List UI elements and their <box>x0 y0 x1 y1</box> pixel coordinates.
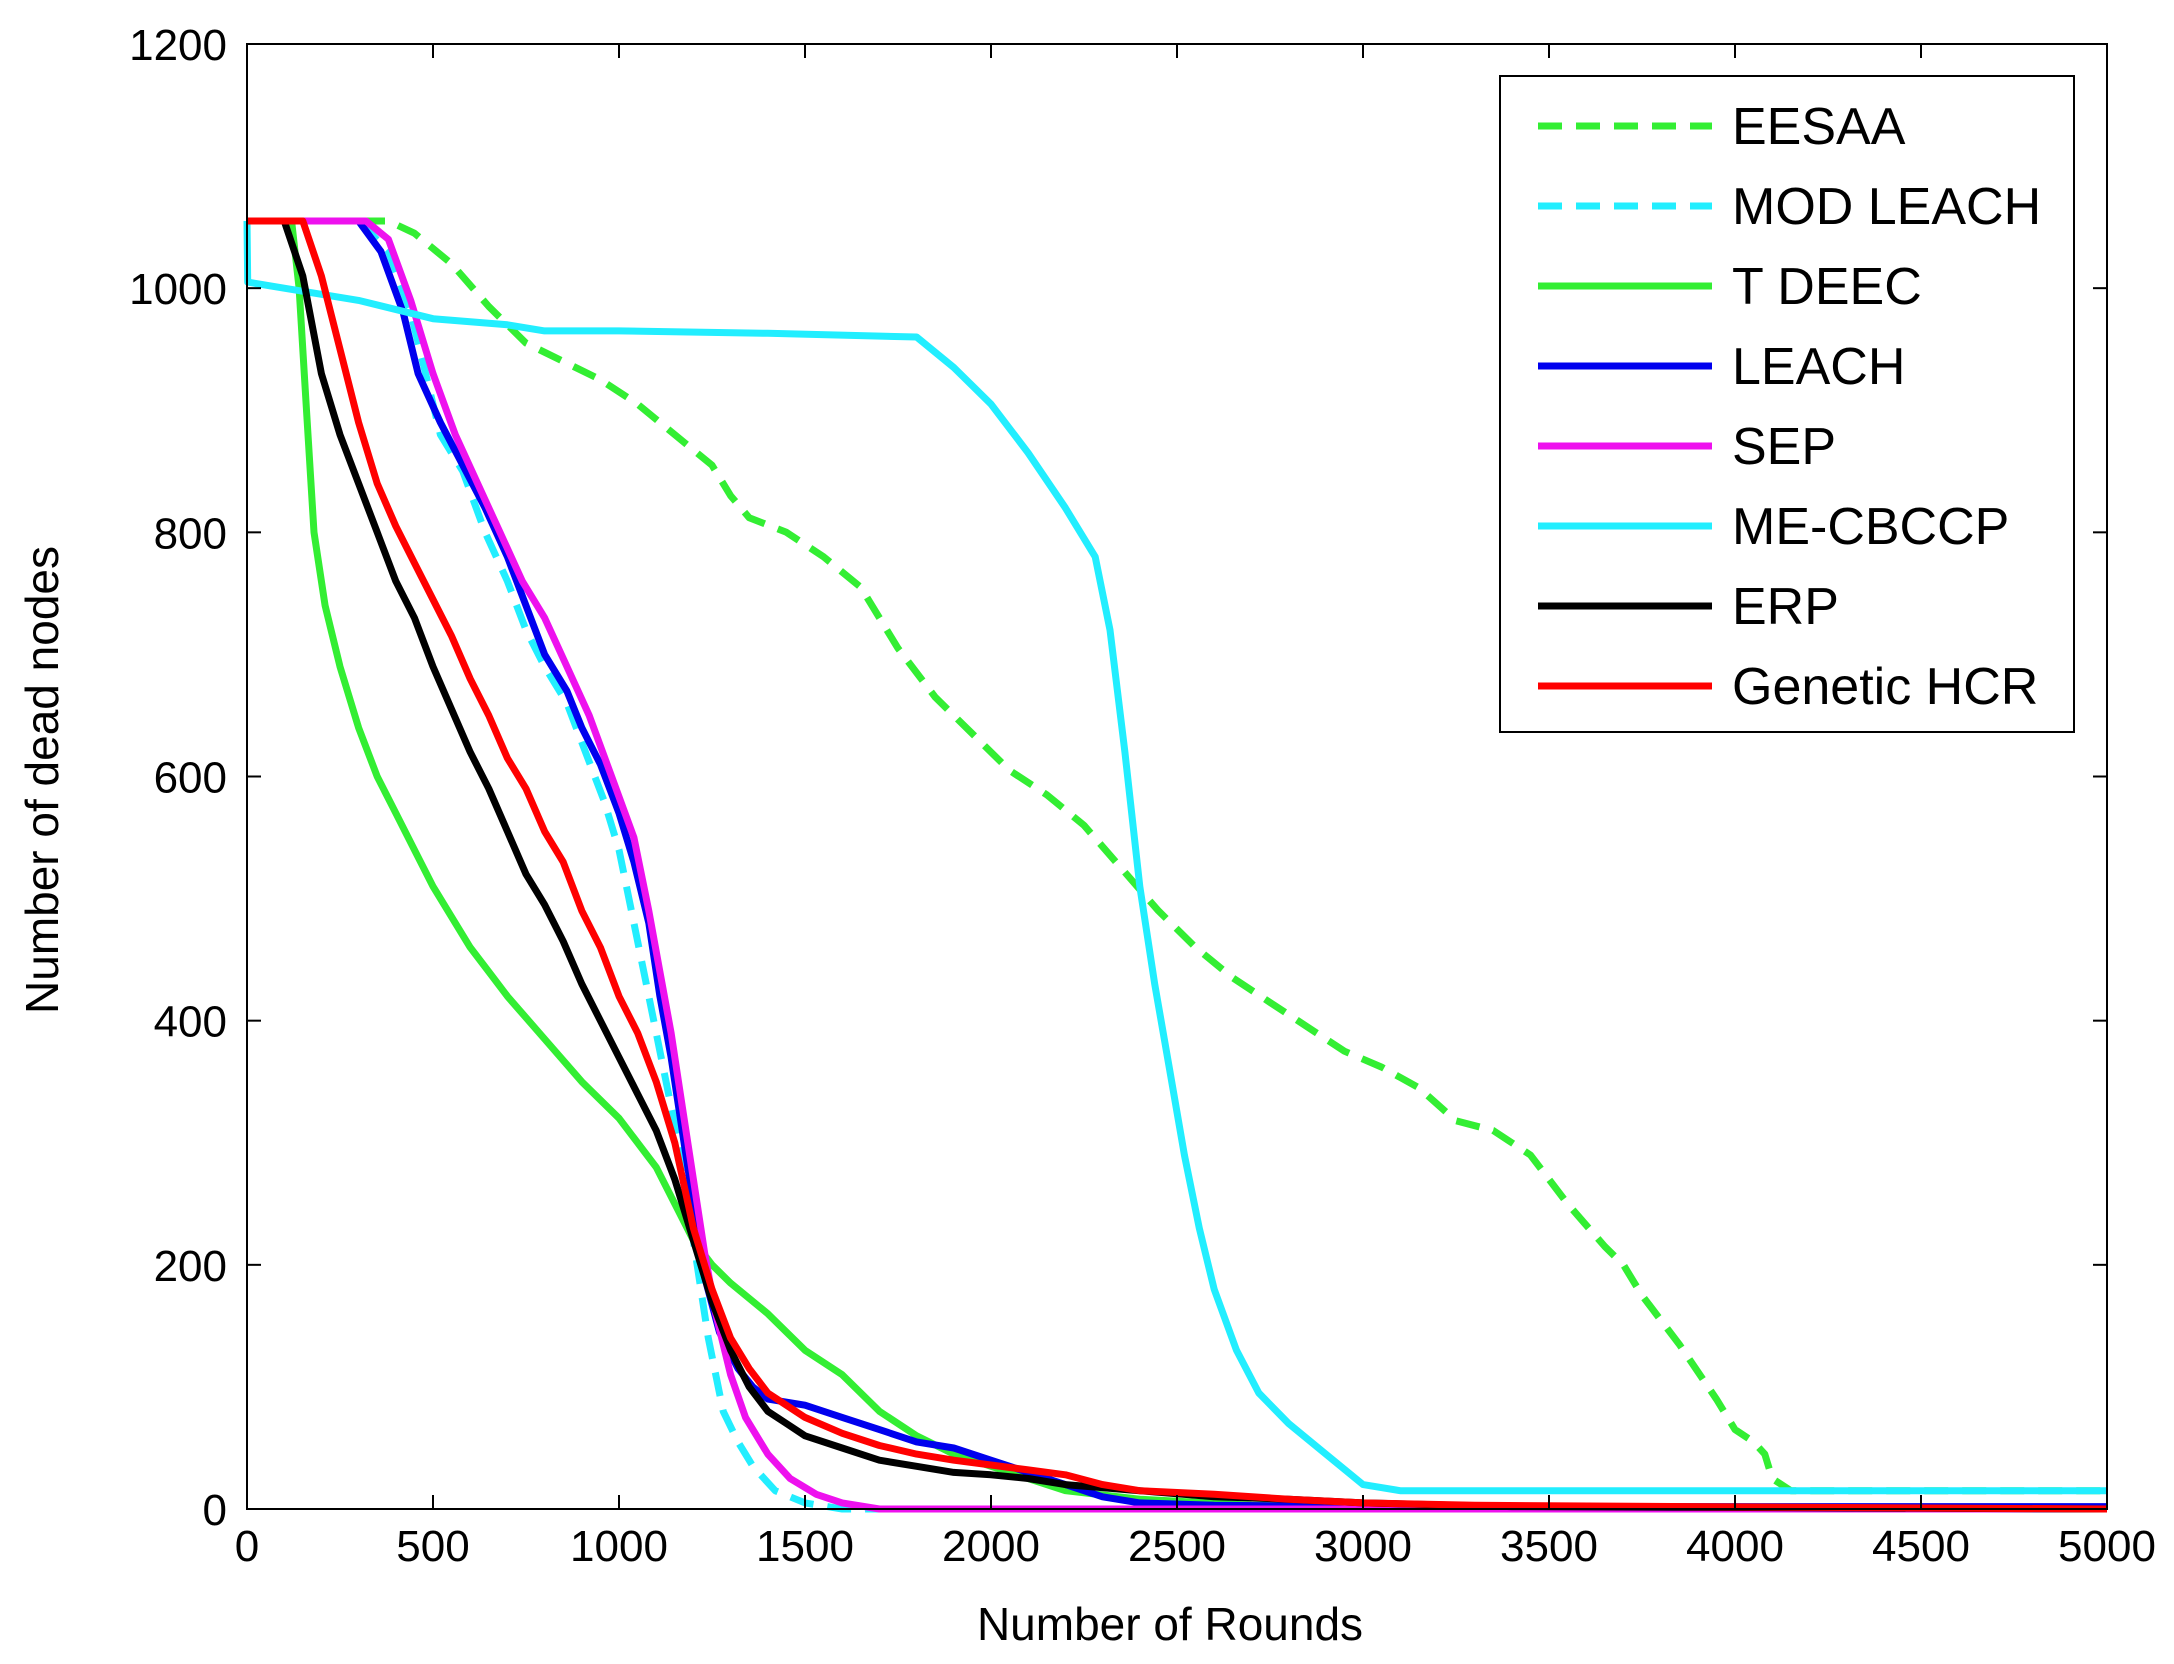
y-tick-label: 600 <box>154 754 227 803</box>
legend-label-sep: SEP <box>1732 418 1836 476</box>
x-tick-label: 500 <box>396 1522 469 1571</box>
x-tick-label: 4500 <box>1872 1522 1970 1571</box>
y-axis-title: Number of dead nodes <box>16 546 68 1014</box>
legend-label-me-cbccp: ME-CBCCP <box>1732 498 2009 556</box>
x-tick-label: 1500 <box>756 1522 854 1571</box>
legend-label-genetic-hcr: Genetic HCR <box>1732 658 2038 716</box>
x-tick-label: 4000 <box>1686 1522 1784 1571</box>
series-line-erp <box>247 217 2108 1513</box>
legend-box <box>1499 75 2075 733</box>
x-axis-title: Number of Rounds <box>977 1598 1363 1650</box>
plot-frame <box>246 43 2108 1510</box>
y-tick-label: 1000 <box>129 265 227 314</box>
series-line-sep <box>247 217 2107 1513</box>
legend-label-t-deec: T DEEC <box>1732 258 1922 316</box>
legend-label-leach: LEACH <box>1732 338 1905 396</box>
y-tick-label: 1200 <box>129 21 227 70</box>
y-tick-label: 400 <box>154 998 227 1047</box>
series-layer <box>243 217 2108 1513</box>
legend-label-mod-leach: MOD LEACH <box>1732 178 2041 236</box>
x-tick-label: 3000 <box>1314 1522 1412 1571</box>
legend-items: EESAA MOD LEACH T DEEC LEACH SEP ME-CBCCP ERP G… <box>1538 98 2041 716</box>
legend-label-eesaa: EESAA <box>1732 98 1906 156</box>
y-tick-label: 200 <box>154 1242 227 1291</box>
x-tick-label: 3500 <box>1500 1522 1598 1571</box>
series-line-me-cbccp <box>243 220 2107 1495</box>
x-tick-label: 5000 <box>2058 1522 2156 1571</box>
series-line-genetic-hcr <box>247 217 2108 1513</box>
legend-label-erp: ERP <box>1732 578 1839 636</box>
y-tick-label: 0 <box>203 1486 227 1535</box>
ticks-layer: 0 500 1000 1500 2000 2500 3000 3500 4000 4500 5000… <box>129 21 2156 1571</box>
legend: EESAA MOD LEACH T DEEC LEACH SEP ME-CBCCP ERP G… <box>1499 75 2075 733</box>
x-tick-label: 2000 <box>942 1522 1040 1571</box>
x-tick-label: 0 <box>235 1522 259 1571</box>
x-tick-label: 1000 <box>570 1522 668 1571</box>
y-tick-label: 800 <box>154 509 227 558</box>
x-tick-label: 2500 <box>1128 1522 1226 1571</box>
